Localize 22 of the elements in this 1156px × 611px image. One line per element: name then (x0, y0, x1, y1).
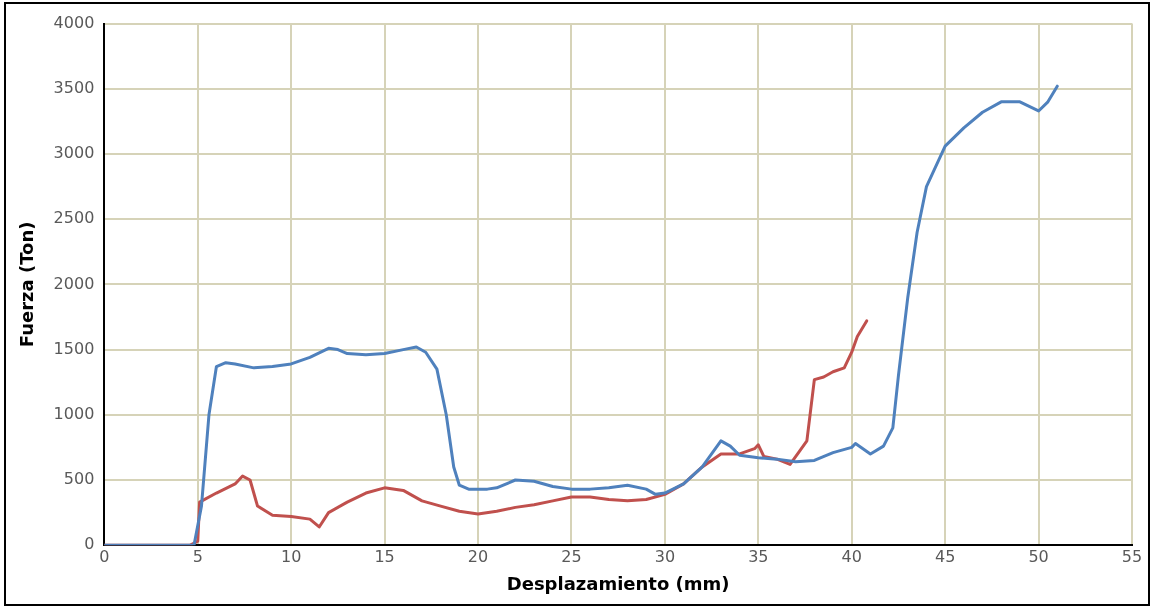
y-tick-label: 2000 (53, 273, 95, 293)
x-tick-label: 5 (192, 546, 203, 566)
x-tick-label: 40 (841, 546, 862, 566)
x-tick-label: 35 (748, 546, 769, 566)
y-tick-label: 1500 (53, 338, 95, 358)
x-tick-label: 45 (934, 546, 956, 566)
x-tick-label: 20 (467, 546, 489, 566)
y-axis-title: Fuerza (Ton) (16, 221, 38, 348)
x-tick-label: 0 (99, 546, 110, 566)
x-tick-label: 50 (1028, 546, 1049, 566)
x-axis-title: Desplazamiento (mm) (506, 572, 730, 594)
x-tick-label: 10 (280, 546, 302, 566)
x-tick-label: 15 (374, 546, 395, 566)
y-tick-label: 4000 (53, 12, 95, 32)
y-tick-label: 2500 (53, 208, 95, 228)
x-tick-label: 30 (654, 546, 676, 566)
y-tick-label: 500 (63, 469, 95, 489)
y-tick-label: 1000 (53, 403, 95, 423)
x-tick-label: 25 (561, 546, 582, 566)
y-tick-label: 3500 (53, 77, 95, 97)
y-tick-label: 3000 (53, 143, 95, 163)
x-tick-label: 55 (1121, 546, 1143, 566)
